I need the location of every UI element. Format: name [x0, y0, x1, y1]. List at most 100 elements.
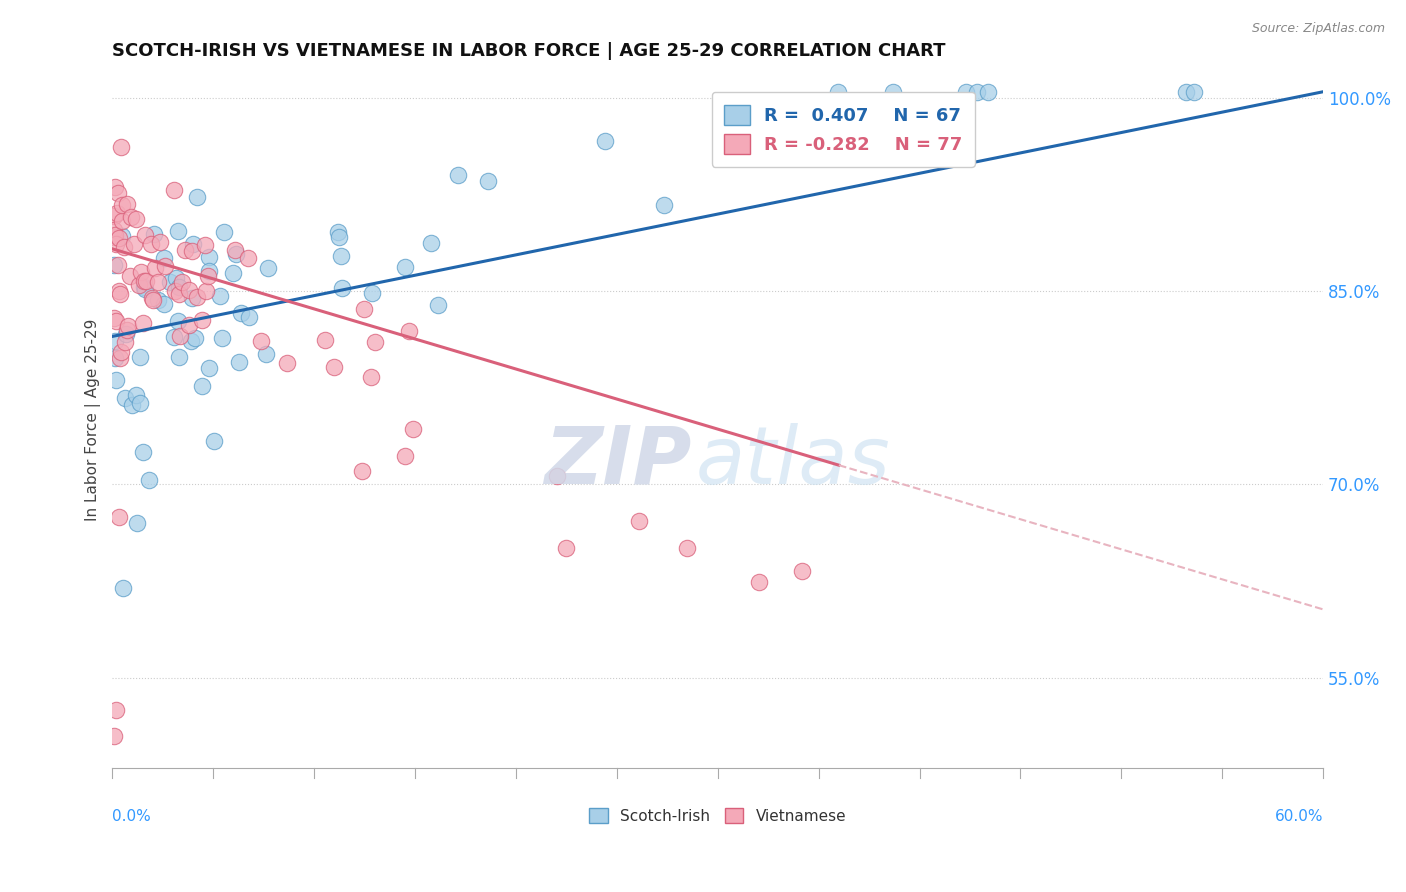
Point — [394, 449, 416, 463]
Point — [976, 85, 998, 99]
Point — [141, 236, 163, 251]
Point — [159, 275, 181, 289]
Point — [167, 280, 190, 294]
Point — [180, 244, 202, 259]
Point — [117, 318, 139, 333]
Point — [104, 227, 127, 242]
Point — [103, 258, 125, 272]
Point — [131, 444, 153, 458]
Point — [360, 370, 382, 384]
Point — [104, 703, 127, 717]
Point — [134, 274, 156, 288]
Point — [104, 180, 127, 194]
Point — [194, 284, 217, 298]
Point — [224, 243, 246, 257]
Point — [222, 266, 245, 280]
Point — [104, 373, 127, 387]
Point — [115, 323, 138, 337]
Point — [163, 285, 186, 299]
Point — [627, 514, 650, 528]
Point — [103, 223, 125, 237]
Point — [169, 329, 191, 343]
Point — [184, 331, 207, 345]
Point — [276, 356, 298, 370]
Point — [323, 359, 346, 374]
Point — [108, 284, 131, 298]
Point — [180, 334, 202, 349]
Point — [134, 282, 156, 296]
Point — [231, 306, 253, 320]
Point — [105, 314, 128, 328]
Point — [153, 297, 176, 311]
Point — [827, 85, 849, 99]
Point — [955, 85, 977, 99]
Point — [125, 388, 148, 402]
Point — [142, 227, 165, 241]
Point — [110, 140, 132, 154]
Point — [186, 189, 208, 203]
Point — [179, 283, 201, 297]
Point — [328, 230, 350, 244]
Text: ZIP: ZIP — [544, 423, 692, 500]
Point — [111, 198, 134, 212]
Point — [198, 263, 221, 277]
Point — [122, 237, 145, 252]
Text: Source: ZipAtlas.com: Source: ZipAtlas.com — [1251, 22, 1385, 36]
Point — [111, 581, 134, 595]
Point — [966, 85, 988, 99]
Point — [143, 260, 166, 275]
Point — [328, 225, 350, 239]
Point — [135, 274, 157, 288]
Point — [125, 212, 148, 227]
Point — [129, 265, 152, 279]
Point — [103, 311, 125, 326]
Text: 60.0%: 60.0% — [1275, 809, 1323, 824]
Point — [111, 214, 134, 228]
Point — [104, 237, 127, 252]
Point — [103, 729, 125, 743]
Point — [477, 174, 499, 188]
Point — [104, 334, 127, 349]
Point — [330, 250, 353, 264]
Point — [169, 287, 191, 301]
Point — [238, 310, 260, 324]
Point — [420, 236, 443, 251]
Text: 0.0%: 0.0% — [112, 809, 152, 824]
Point — [128, 277, 150, 292]
Text: SCOTCH-IRISH VS VIETNAMESE IN LABOR FORCE | AGE 25-29 CORRELATION CHART: SCOTCH-IRISH VS VIETNAMESE IN LABOR FORC… — [112, 42, 946, 60]
Point — [593, 134, 616, 148]
Point — [748, 574, 770, 589]
Point — [676, 541, 699, 555]
Point — [153, 252, 176, 266]
Point — [198, 251, 221, 265]
Point — [107, 231, 129, 245]
Point — [132, 316, 155, 330]
Point — [211, 331, 233, 345]
Point — [134, 227, 156, 242]
Point — [115, 327, 138, 342]
Point — [110, 344, 132, 359]
Point — [108, 287, 131, 301]
Point — [167, 350, 190, 364]
Point — [394, 260, 416, 275]
Point — [107, 258, 129, 272]
Point — [170, 275, 193, 289]
Point — [181, 237, 204, 252]
Point — [426, 298, 449, 312]
Point — [148, 293, 170, 308]
Point — [181, 291, 204, 305]
Point — [138, 473, 160, 487]
Point — [401, 422, 423, 436]
Point — [257, 260, 280, 275]
Point — [364, 335, 387, 350]
Point — [103, 230, 125, 244]
Point — [1175, 85, 1198, 99]
Point — [120, 269, 142, 284]
Point — [360, 286, 382, 301]
Point — [353, 301, 375, 316]
Point — [236, 251, 259, 265]
Point — [108, 351, 131, 366]
Point — [104, 351, 127, 366]
Point — [555, 541, 578, 555]
Point — [146, 275, 169, 289]
